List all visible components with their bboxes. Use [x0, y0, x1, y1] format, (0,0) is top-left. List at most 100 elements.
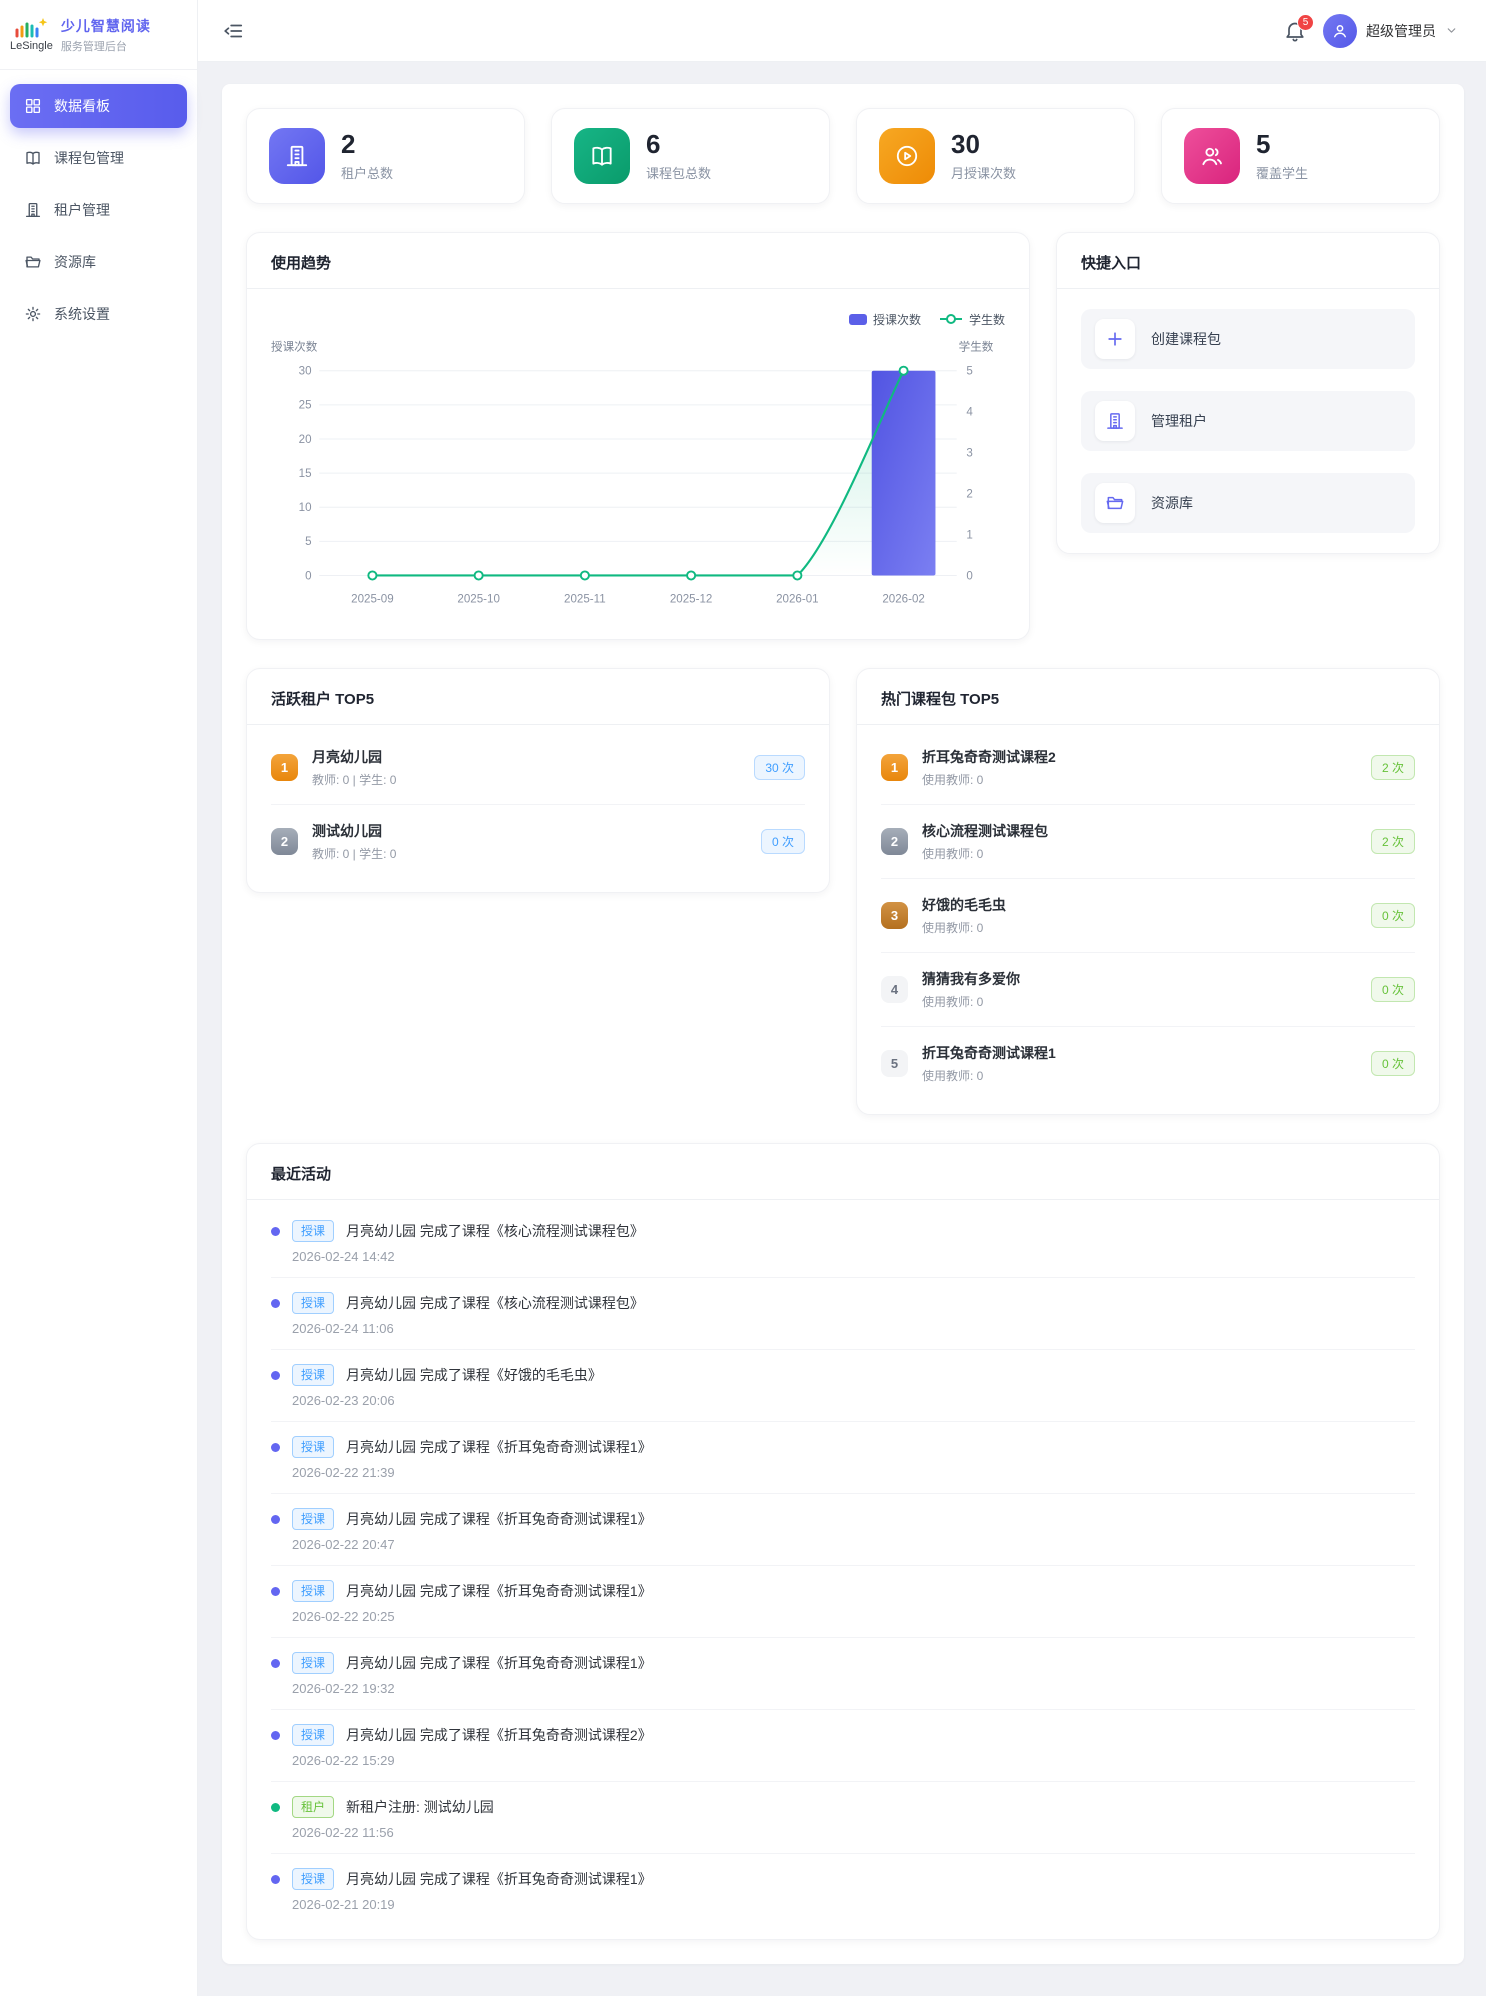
usage-count-badge: 0 次 [1370, 1051, 1415, 1076]
usage-trend-body: 授课次数 学生数 0 5 10 15 20 25 30 0 1 2 3 4 5 授课次数 学生数 2025-0… [247, 289, 1029, 639]
activity-time: 2026-02-24 11:06 [292, 1321, 394, 1336]
sidebar-item-label: 课程包管理 [54, 150, 124, 166]
users-icon [1202, 147, 1222, 166]
quick-link-manage-tenants[interactable]: 管理租户 [1081, 391, 1415, 451]
usage-trend-title: 使用趋势 [271, 255, 332, 272]
tenant-meta: 教师: 0 | 学生: 0 [312, 773, 397, 787]
sidebar-item-tenants[interactable]: 租户管理 [10, 188, 187, 232]
activity-dot-icon [271, 1586, 280, 1596]
activity-text: 月亮幼儿园 完成了课程《折耳兔奇奇测试课程1》 [346, 1655, 652, 1671]
activity-text: 新租户注册: 测试幼儿园 [346, 1799, 494, 1815]
svg-text:0: 0 [966, 570, 972, 582]
activity-text: 月亮幼儿园 完成了课程《折耳兔奇奇测试课程1》 [346, 1583, 652, 1599]
svg-text:2026-02: 2026-02 [882, 594, 924, 606]
svg-text:0: 0 [305, 570, 311, 582]
top-header: 5 超级管理员 [198, 0, 1486, 62]
activity-time: 2026-02-22 15:29 [292, 1753, 395, 1768]
activity-text: 月亮幼儿园 完成了课程《核心流程测试课程包》 [346, 1223, 644, 1239]
activity-item: 授课 月亮幼儿园 完成了课程《核心流程测试课程包》 2026-02-24 14:… [271, 1206, 1415, 1278]
list-item: 3 好饿的毛毛虫 使用教师: 0 0 次 [881, 879, 1415, 953]
svg-text:3: 3 [966, 447, 972, 459]
activity-tag: 授课 [292, 1292, 335, 1314]
folder-icon [1095, 483, 1135, 523]
activity-tag: 租户 [292, 1796, 335, 1818]
activity-tag: 授课 [292, 1652, 335, 1674]
svg-text:1: 1 [966, 529, 972, 541]
course-stat-icon-box [574, 128, 630, 184]
brand-subtitle: 服务管理后台 [60, 40, 127, 53]
list-item: 5 折耳兔奇奇测试课程1 使用教师: 0 0 次 [881, 1027, 1415, 1100]
play-circle-icon [896, 145, 918, 167]
stat-value: 2 [341, 129, 356, 160]
quick-link-label: 管理租户 [1151, 413, 1207, 429]
stat-card-course-packages: 6 课程包总数 [551, 108, 830, 204]
list-item: 4 猜猜我有多爱你 使用教师: 0 0 次 [881, 953, 1415, 1027]
sidebar-menu: 数据看板 课程包管理 租户管理 资源库 系统设置 [0, 70, 197, 350]
stat-label: 月授课次数 [951, 165, 1017, 181]
sidebar-collapse-button[interactable] [222, 18, 248, 44]
logo-icon [15, 18, 48, 38]
stat-value: 5 [1256, 129, 1271, 160]
rank-badge: 1 [881, 754, 908, 781]
hot-courses-card: 热门课程包 TOP5 1 折耳兔奇奇测试课程2 使用教师: 0 2 次 2 核心… [856, 668, 1440, 1115]
activity-time: 2026-02-22 20:47 [292, 1537, 395, 1552]
activity-dot-icon [271, 1442, 280, 1452]
activity-item: 授课 月亮幼儿园 完成了课程《折耳兔奇奇测试课程1》 2026-02-22 20… [271, 1494, 1415, 1566]
activity-tag: 授课 [292, 1220, 335, 1242]
list-item: 2 测试幼儿园 教师: 0 | 学生: 0 0 次 [271, 805, 805, 878]
svg-text:4: 4 [966, 407, 973, 419]
course-meta: 使用教师: 0 [922, 847, 984, 861]
dashboard-grid-icon [25, 98, 41, 114]
user-name: 超级管理员 [1366, 22, 1436, 39]
brand-logo-text: LeSingle [10, 40, 53, 52]
folder-icon [25, 256, 41, 268]
bar-swatch-icon [848, 313, 867, 325]
svg-text:2025-10: 2025-10 [457, 594, 500, 606]
collapse-icon [224, 24, 243, 37]
activity-tag: 授课 [292, 1508, 335, 1530]
svg-text:2025-09: 2025-09 [351, 594, 394, 606]
recent-activity-list: 授课 月亮幼儿园 完成了课程《核心流程测试课程包》 2026-02-24 14:… [247, 1200, 1439, 1939]
activity-dot-icon [271, 1514, 280, 1524]
sidebar-item-dashboard[interactable]: 数据看板 [10, 84, 187, 128]
activity-item: 授课 月亮幼儿园 完成了课程《折耳兔奇奇测试课程1》 2026-02-22 20… [271, 1566, 1415, 1638]
quick-link-resources[interactable]: 资源库 [1081, 473, 1415, 533]
usage-count-badge: 2 次 [1370, 755, 1415, 780]
recent-activity-card: 最近活动 授课 月亮幼儿园 完成了课程《核心流程测试课程包》 2026-02-2… [246, 1143, 1440, 1940]
activity-dot-icon [271, 1658, 280, 1668]
activity-text: 月亮幼儿园 完成了课程《折耳兔奇奇测试课程1》 [346, 1871, 652, 1887]
legend-label: 学生数 [968, 312, 1005, 327]
book-icon [26, 151, 40, 165]
sidebar-item-course-packages[interactable]: 课程包管理 [10, 136, 187, 180]
dashboard-panel: 2 租户总数 6 课程包总数 [222, 84, 1464, 1964]
activity-dot-icon [271, 1730, 280, 1740]
activity-text: 月亮幼儿园 完成了课程《折耳兔奇奇测试课程1》 [346, 1511, 652, 1527]
usage-trend-chart: 0 5 10 15 20 25 30 0 1 2 3 4 5 授课次数 学生数 2025-09 2025-10 2… [271, 339, 994, 606]
activity-dot-icon [271, 1298, 280, 1308]
list-item: 1 月亮幼儿园 教师: 0 | 学生: 0 30 次 [271, 731, 805, 805]
lessons-stat-icon-box [879, 128, 935, 184]
notification-bell[interactable]: 5 [1283, 13, 1314, 43]
user-menu[interactable]: 超级管理员 [1323, 13, 1458, 48]
course-meta: 使用教师: 0 [922, 773, 984, 787]
activity-item: 授课 月亮幼儿园 完成了课程《折耳兔奇奇测试课程1》 2026-02-21 20… [271, 1854, 1415, 1925]
sidebar-item-label: 系统设置 [54, 306, 110, 322]
stat-card-students: 5 覆盖学生 [1161, 108, 1440, 204]
activity-tag: 授课 [292, 1724, 335, 1746]
sidebar-item-label: 租户管理 [54, 202, 110, 218]
recent-activity-title: 最近活动 [271, 1166, 332, 1183]
activity-item: 授课 月亮幼儿园 完成了课程《折耳兔奇奇测试课程1》 2026-02-22 21… [271, 1422, 1415, 1494]
course-meta: 使用教师: 0 [922, 995, 984, 1009]
hot-courses-title: 热门课程包 TOP5 [881, 691, 1000, 708]
quick-link-create-course[interactable]: 创建课程包 [1081, 309, 1415, 369]
chevron-down-icon [1447, 28, 1456, 33]
svg-text:5: 5 [305, 536, 311, 548]
chart-legend: 授课次数 学生数 [271, 309, 1005, 329]
tenant-stat-icon-box [269, 128, 325, 184]
sidebar-item-resources[interactable]: 资源库 [10, 240, 187, 284]
course-name: 折耳兔奇奇测试课程2 [922, 749, 1056, 765]
activity-time: 2026-02-24 14:42 [292, 1249, 395, 1264]
notification-badge: 5 [1297, 13, 1314, 31]
stat-label: 课程包总数 [646, 165, 712, 181]
sidebar-item-settings[interactable]: 系统设置 [10, 292, 187, 336]
